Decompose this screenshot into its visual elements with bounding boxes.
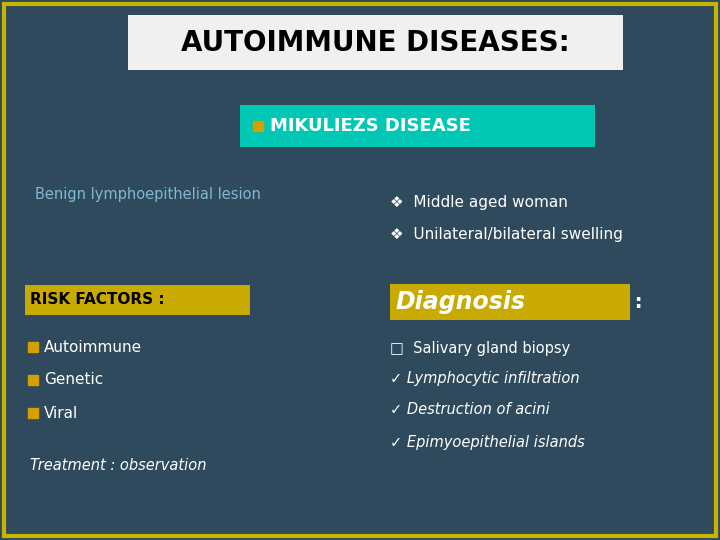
Text: AUTOIMMUNE DISEASES:: AUTOIMMUNE DISEASES:: [181, 29, 570, 57]
Text: ✓ Lymphocytic infiltration: ✓ Lymphocytic infiltration: [390, 370, 580, 386]
Text: Viral: Viral: [44, 406, 78, 421]
FancyBboxPatch shape: [390, 284, 630, 320]
Text: ❖  Unilateral/bilateral swelling: ❖ Unilateral/bilateral swelling: [390, 227, 623, 242]
Text: Benign lymphoepithelial lesion: Benign lymphoepithelial lesion: [35, 187, 261, 202]
Text: Diagnosis: Diagnosis: [395, 290, 525, 314]
Text: ❖  Middle aged woman: ❖ Middle aged woman: [390, 194, 568, 210]
FancyBboxPatch shape: [25, 285, 250, 315]
Text: ✓ Epimyoepithelial islands: ✓ Epimyoepithelial islands: [390, 435, 585, 450]
Text: :: :: [628, 293, 642, 312]
Text: Autoimmune: Autoimmune: [44, 340, 142, 354]
Text: RISK FACTORS :: RISK FACTORS :: [30, 293, 165, 307]
Text: ✓ Destruction of acini: ✓ Destruction of acini: [390, 402, 550, 417]
Text: □  Salivary gland biopsy: □ Salivary gland biopsy: [390, 341, 570, 355]
Text: MIKULIEZS DISEASE: MIKULIEZS DISEASE: [270, 117, 471, 135]
Text: Genetic: Genetic: [44, 373, 103, 388]
Text: Treatment : observation: Treatment : observation: [30, 457, 207, 472]
FancyBboxPatch shape: [240, 105, 595, 147]
FancyBboxPatch shape: [128, 15, 623, 70]
